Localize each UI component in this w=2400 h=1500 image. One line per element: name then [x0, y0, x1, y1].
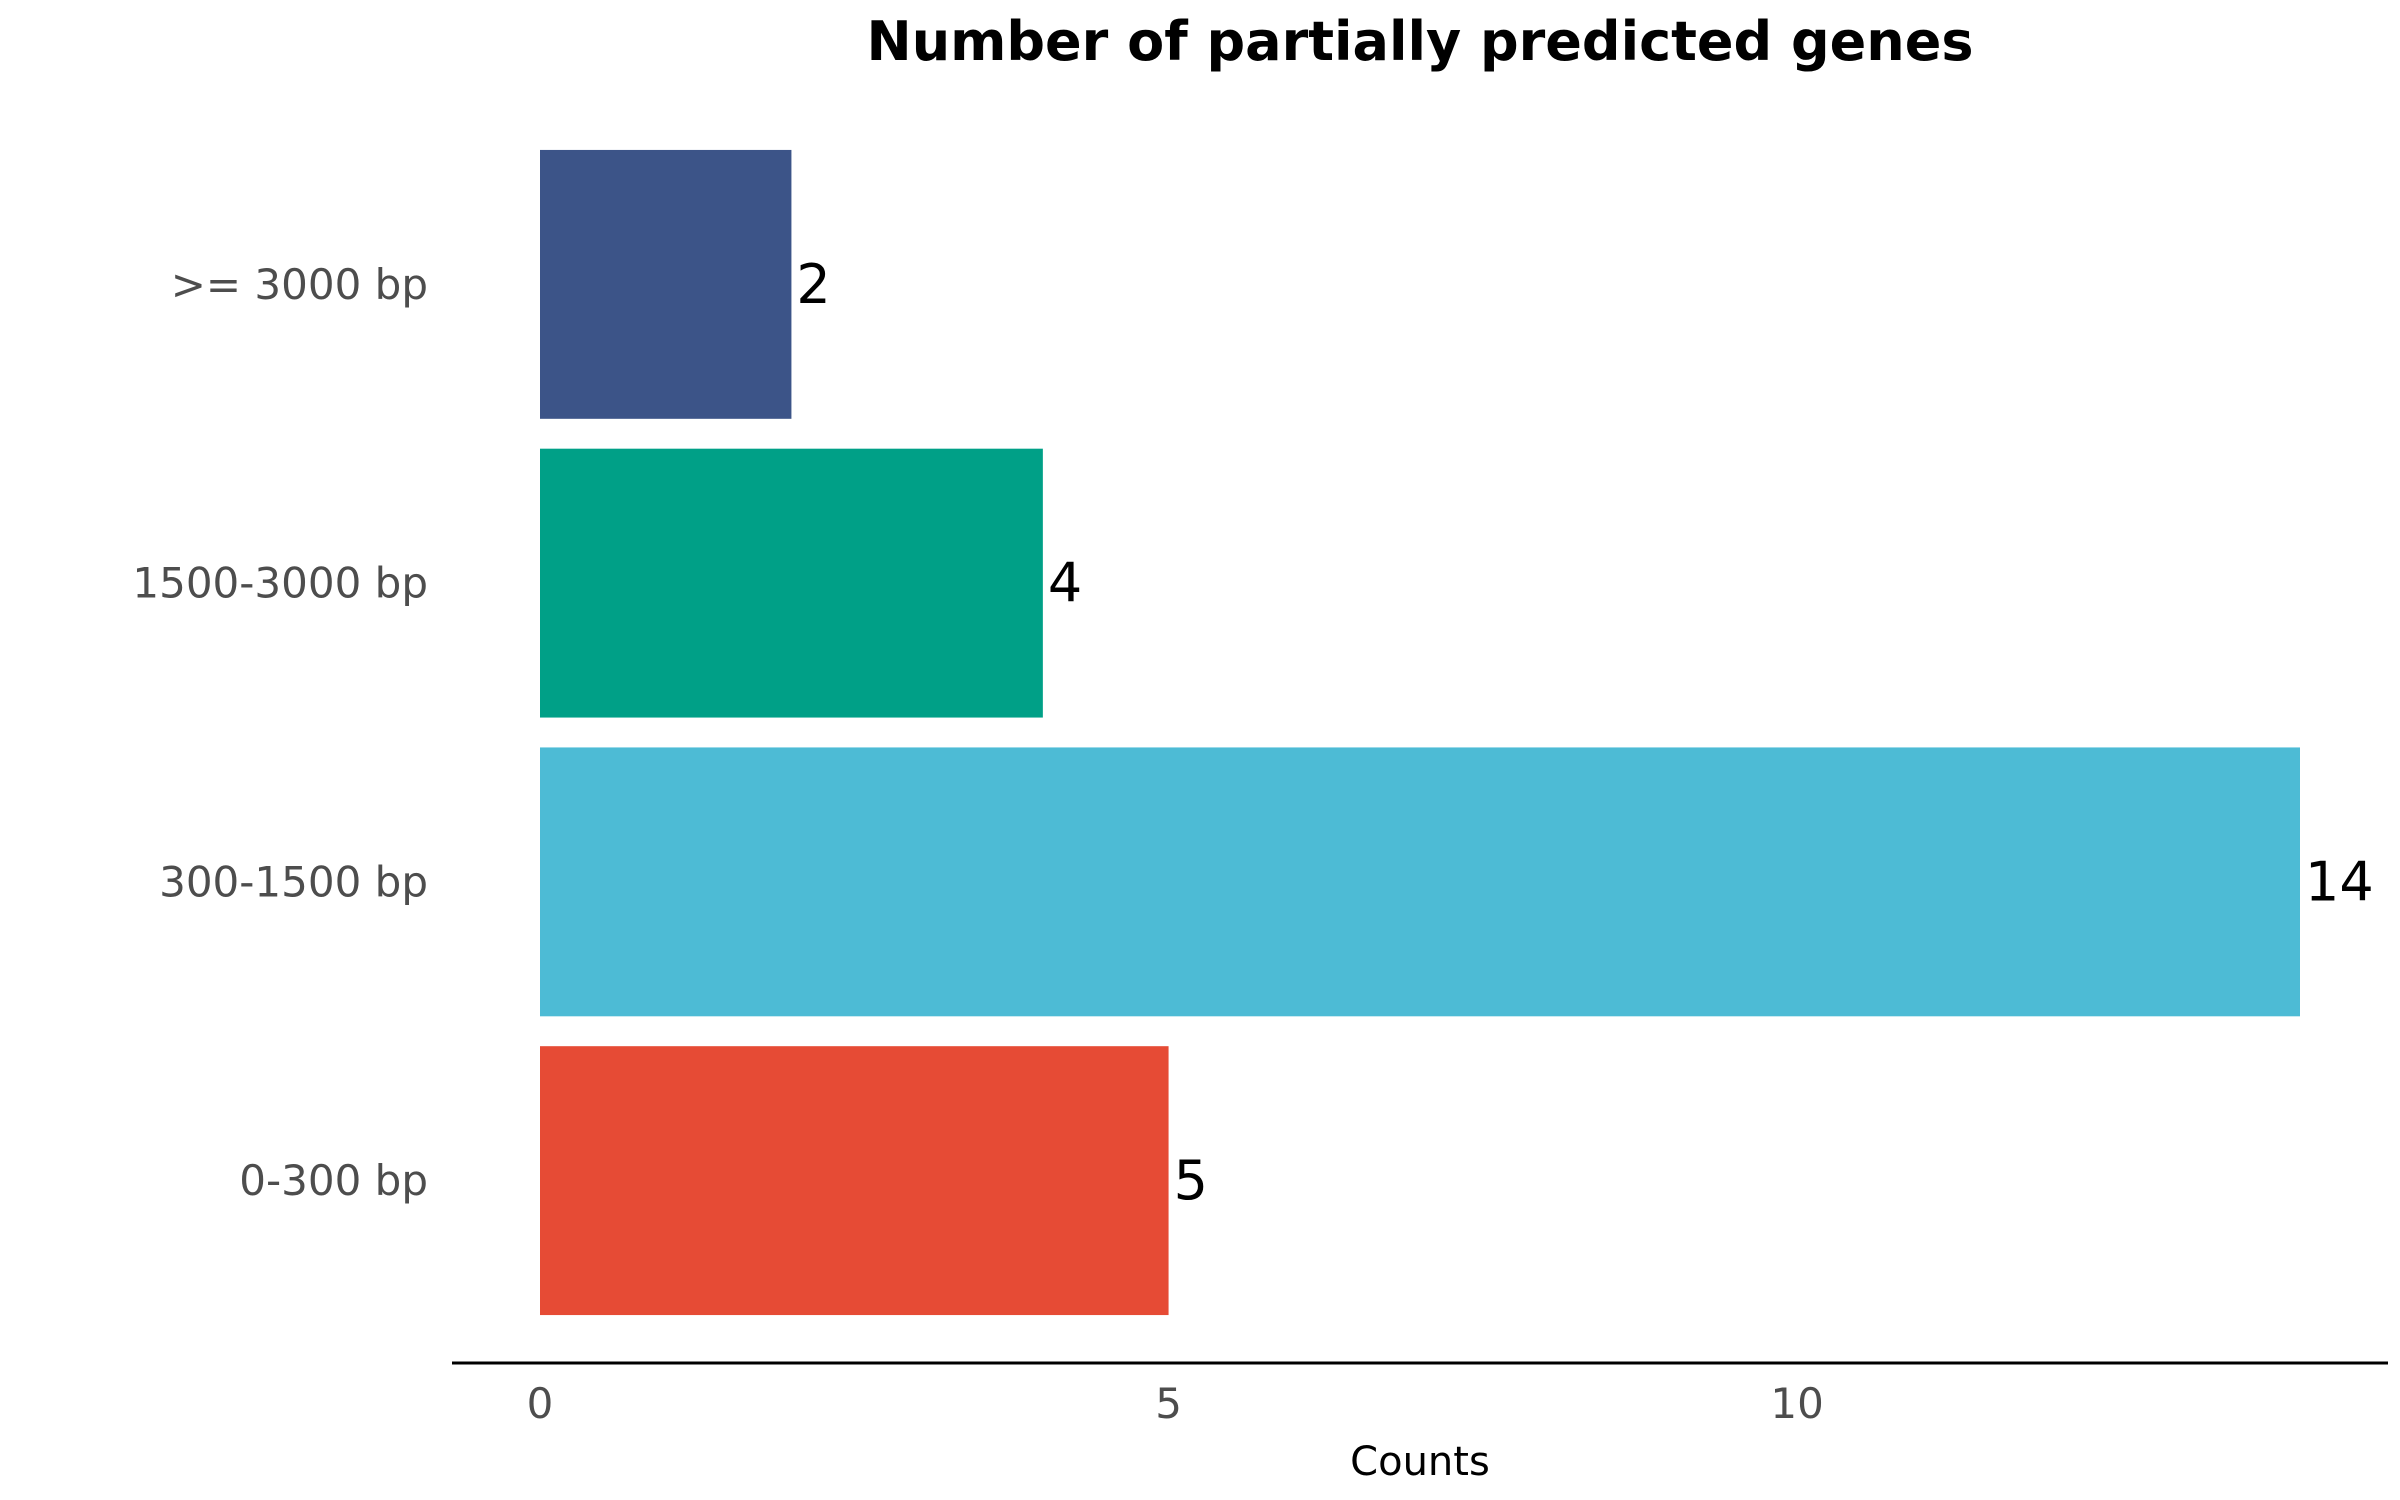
x-tick-label: 10 [1770, 1379, 1823, 1428]
data-label: 4 [1048, 552, 1082, 615]
x-tick-label: 0 [527, 1379, 554, 1428]
category-label: 0-300 bp [239, 1156, 428, 1205]
category-label: 300-1500 bp [159, 857, 428, 906]
x-axis-title: Counts [1350, 1439, 1490, 1485]
x-tick-label: 5 [1155, 1379, 1182, 1428]
bars-group [540, 149, 2300, 1316]
x-axis-ticks-group: 0 5 10 [527, 1379, 1824, 1428]
bar-3000-bp [540, 149, 792, 419]
data-labels-group: 5 14 4 2 [796, 253, 2373, 1212]
category-label: 1500-3000 bp [132, 559, 428, 608]
category-label: >= 3000 bp [171, 260, 428, 309]
chart-title: Number of partially predicted genes [867, 10, 1974, 73]
data-label: 14 [2305, 850, 2374, 913]
data-label: 5 [1174, 1149, 1208, 1212]
category-labels-group: 0-300 bp 300-1500 bp 1500-3000 bp >= 3000 b… [132, 260, 428, 1205]
bar-1500-3000-bp [540, 448, 1043, 718]
data-label: 2 [796, 253, 830, 316]
bar-0-300-bp [540, 1046, 1169, 1316]
bar-300-1500-bp [540, 747, 2300, 1017]
